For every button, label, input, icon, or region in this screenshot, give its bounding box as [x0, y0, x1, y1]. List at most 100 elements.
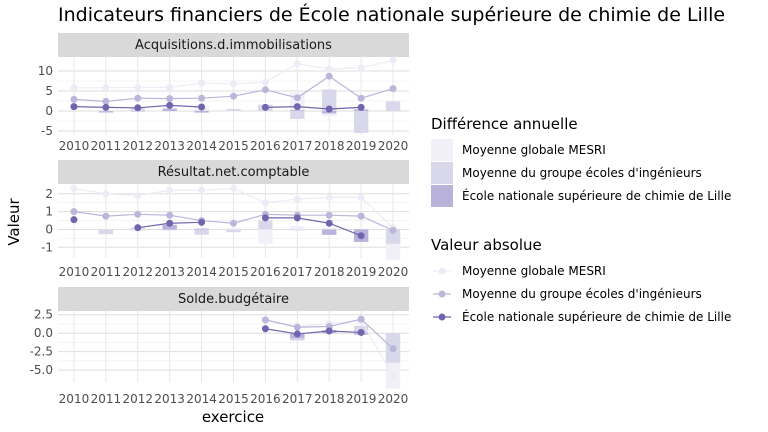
- x-tick-label: 2016: [250, 392, 281, 406]
- bar-moyenne-globale-mesri: [258, 229, 273, 244]
- x-tick-label: 2020: [378, 139, 409, 153]
- bar-ecole-nationale-superieure-de-chimie-de-lille: [194, 228, 209, 230]
- point-ecole-nationale-superieure-de-chimie-de-lille: [357, 232, 365, 240]
- bar-moyenne-du-groupe-ecoles-d-ingenieurs: [353, 111, 369, 133]
- bar-moyenne-globale-mesri: [290, 225, 305, 230]
- y-tick-label: 2.5: [34, 308, 53, 322]
- facet-strip-label: Solde.budgétaire: [178, 292, 289, 307]
- x-tick-label: 2019: [346, 139, 377, 153]
- point-moyenne-du-groupe-ecoles-d-ingenieurs: [134, 94, 142, 102]
- bar-moyenne-globale-mesri: [322, 111, 337, 117]
- y-tick-label: -5.0: [30, 363, 53, 377]
- point-moyenne-du-groupe-ecoles-d-ingenieurs: [102, 97, 110, 105]
- bar-ecole-nationale-superieure-de-chimie-de-lille: [194, 111, 209, 113]
- x-tick-label: 2016: [250, 265, 281, 279]
- point-moyenne-globale-mesri: [325, 65, 333, 73]
- point-ecole-nationale-superieure-de-chimie-de-lille: [70, 216, 78, 224]
- point-ecole-nationale-superieure-de-chimie-de-lille: [261, 103, 269, 111]
- x-tick-label: 2015: [218, 139, 249, 153]
- point-moyenne-du-groupe-ecoles-d-ingenieurs: [357, 212, 365, 220]
- legends: Différence annuelle Moyenne globale MESRI…: [431, 115, 731, 324]
- point-moyenne-globale-mesri: [357, 193, 365, 201]
- x-tick-label: 2013: [154, 392, 185, 406]
- point-moyenne-globale-mesri: [293, 60, 301, 68]
- bar-moyenne-du-groupe-ecoles-d-ingenieurs: [290, 229, 305, 231]
- line-ecole-nationale-superieure-de-chimie-de-lille: [265, 105, 362, 110]
- x-tick-label: 2010: [59, 265, 90, 279]
- point-ecole-nationale-superieure-de-chimie-de-lille: [357, 328, 365, 336]
- facet-strip: [58, 287, 409, 311]
- bar-moyenne-globale-mesri: [226, 111, 241, 112]
- point-moyenne-globale-mesri: [166, 83, 174, 91]
- x-tick-label: 2012: [122, 265, 153, 279]
- point-moyenne-du-groupe-ecoles-d-ingenieurs: [357, 315, 365, 323]
- facet-strip-label: Résultat.net.comptable: [158, 165, 310, 180]
- bar-moyenne-du-groupe-ecoles-d-ingenieurs: [385, 101, 401, 111]
- point-moyenne-globale-mesri: [230, 80, 237, 88]
- point-moyenne-globale-mesri: [102, 84, 110, 92]
- point-moyenne-du-groupe-ecoles-d-ingenieurs: [166, 95, 174, 103]
- x-tick-label: 2014: [186, 265, 217, 279]
- bar-moyenne-globale-mesri: [226, 227, 241, 230]
- legend-key-point: [438, 267, 446, 275]
- point-ecole-nationale-superieure-de-chimie-de-lille: [134, 104, 142, 112]
- point-moyenne-globale-mesri: [134, 192, 142, 200]
- point-moyenne-globale-mesri: [102, 190, 110, 198]
- bar-moyenne-du-groupe-ecoles-d-ingenieurs: [194, 229, 209, 235]
- bar-ecole-nationale-superieure-de-chimie-de-lille: [290, 110, 305, 111]
- legend-title: Différence annuelle: [431, 115, 578, 133]
- point-ecole-nationale-superieure-de-chimie-de-lille: [293, 214, 301, 222]
- x-tick-label: 2010: [59, 139, 90, 153]
- point-moyenne-globale-mesri: [70, 84, 78, 92]
- point-moyenne-du-groupe-ecoles-d-ingenieurs: [325, 72, 333, 80]
- point-ecole-nationale-superieure-de-chimie-de-lille: [166, 101, 174, 109]
- legend-entry-label: Moyenne globale MESRI: [462, 264, 606, 278]
- bar-ecole-nationale-superieure-de-chimie-de-lille: [162, 108, 177, 111]
- point-ecole-nationale-superieure-de-chimie-de-lille: [134, 224, 142, 232]
- point-moyenne-globale-mesri: [198, 79, 206, 87]
- legend-entry-label: Moyenne globale MESRI: [462, 143, 606, 157]
- point-ecole-nationale-superieure-de-chimie-de-lille: [70, 103, 78, 111]
- x-tick-label: 2019: [346, 392, 377, 406]
- bar-moyenne-du-groupe-ecoles-d-ingenieurs: [162, 111, 177, 112]
- x-tick-label: 2011: [91, 392, 122, 406]
- x-tick-label: 2012: [122, 392, 153, 406]
- point-moyenne-du-groupe-ecoles-d-ingenieurs: [230, 92, 237, 100]
- point-moyenne-globale-mesri: [70, 184, 78, 192]
- y-tick-label: 2: [45, 187, 53, 201]
- y-axis-title: Valeur: [5, 197, 23, 245]
- bar-moyenne-du-groupe-ecoles-d-ingenieurs: [98, 229, 114, 234]
- point-moyenne-du-groupe-ecoles-d-ingenieurs: [357, 94, 365, 102]
- point-moyenne-globale-mesri: [389, 372, 397, 380]
- x-tick-label: 2017: [282, 139, 313, 153]
- bar-moyenne-du-groupe-ecoles-d-ingenieurs: [322, 89, 337, 111]
- x-tick-label: 2018: [314, 139, 345, 153]
- point-moyenne-du-groupe-ecoles-d-ingenieurs: [230, 219, 237, 227]
- point-ecole-nationale-superieure-de-chimie-de-lille: [198, 103, 206, 111]
- point-moyenne-du-groupe-ecoles-d-ingenieurs: [166, 211, 174, 219]
- x-axis-title: exercice: [202, 408, 264, 426]
- point-moyenne-globale-mesri: [198, 186, 206, 194]
- facet-panels: Acquisitions.d.immobilisations-505102010…: [30, 33, 409, 406]
- x-tick-label: 2018: [314, 392, 345, 406]
- facet-panel-acquisitions-d-immobilisations: Acquisitions.d.immobilisations -5 0 5 10 2010…: [38, 33, 409, 153]
- point-ecole-nationale-superieure-de-chimie-de-lille: [293, 330, 301, 338]
- point-ecole-nationale-superieure-de-chimie-de-lille: [102, 103, 110, 111]
- point-moyenne-globale-mesri: [261, 78, 269, 86]
- bar-ecole-nationale-superieure-de-chimie-de-lille: [98, 111, 114, 112]
- x-tick-label: 2015: [218, 265, 249, 279]
- point-moyenne-du-groupe-ecoles-d-ingenieurs: [325, 211, 333, 219]
- point-moyenne-globale-mesri: [166, 186, 174, 194]
- point-moyenne-du-groupe-ecoles-d-ingenieurs: [389, 85, 397, 93]
- line-ecole-nationale-superieure-de-chimie-de-lille: [265, 328, 362, 335]
- point-ecole-nationale-superieure-de-chimie-de-lille: [261, 325, 269, 333]
- legend-entry-label: Moyenne du groupe écoles d'ingénieurs: [462, 287, 702, 301]
- x-tick-label: 2014: [186, 392, 217, 406]
- y-tick-label: -1: [41, 240, 53, 254]
- y-tick-label: 5: [45, 84, 53, 98]
- point-moyenne-du-groupe-ecoles-d-ingenieurs: [70, 95, 78, 103]
- line-ecole-nationale-superieure-de-chimie-de-lille: [265, 217, 362, 237]
- point-moyenne-du-groupe-ecoles-d-ingenieurs: [198, 94, 206, 102]
- point-ecole-nationale-superieure-de-chimie-de-lille: [325, 219, 333, 227]
